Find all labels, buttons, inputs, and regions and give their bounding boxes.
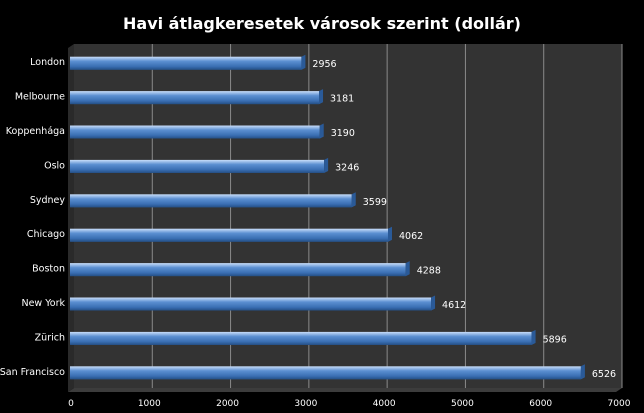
bar	[70, 331, 532, 345]
y-category-label: Melbourne	[15, 92, 65, 103]
x-tick-label: 4000	[373, 399, 396, 409]
y-category-label: New York	[21, 298, 65, 309]
bar	[70, 159, 325, 173]
bar-value-label: 3181	[330, 94, 354, 105]
bar-value-label: 4288	[417, 266, 441, 277]
bar-end-face	[405, 261, 410, 277]
bar-value-label: 4612	[442, 300, 466, 311]
x-tick-label: 1000	[138, 399, 161, 409]
bar	[70, 263, 406, 277]
chart-title: Havi átlagkeresetek városok szerint (dol…	[123, 14, 521, 33]
bar-end-face	[431, 295, 436, 311]
y-category-label: Koppenhága	[6, 126, 65, 137]
bar-end-face	[319, 123, 324, 139]
bar-value-label: 3190	[331, 128, 355, 139]
x-tick-label: 2000	[216, 399, 239, 409]
y-category-label: Oslo	[44, 160, 65, 171]
bar-value-label: 5896	[543, 334, 567, 345]
x-tick-label: 7000	[608, 399, 631, 409]
y-category-label: London	[30, 57, 65, 68]
plot-floor	[68, 388, 622, 392]
bar-end-face	[531, 329, 536, 345]
y-category-label: San Francisco	[0, 367, 65, 378]
bar	[70, 297, 432, 311]
y-category-label: Sydney	[30, 195, 66, 206]
bar-value-label: 3599	[363, 197, 387, 208]
x-tick-label: 3000	[294, 399, 317, 409]
bar-end-face	[319, 89, 324, 105]
bar	[70, 56, 302, 70]
y-category-label: Zürich	[35, 332, 65, 343]
bar-end-face	[387, 226, 392, 242]
bar	[70, 91, 320, 105]
y-category-label: Chicago	[27, 229, 65, 240]
bar	[70, 194, 352, 208]
bar	[70, 366, 581, 380]
y-category-label: Boston	[32, 264, 65, 275]
bar-end-face	[301, 54, 306, 70]
bar-value-label: 3246	[335, 162, 359, 173]
x-tick-label: 6000	[529, 399, 552, 409]
bar-value-label: 2956	[312, 59, 336, 70]
x-tick-label: 0	[68, 399, 74, 409]
bar-value-label: 4062	[399, 231, 423, 242]
x-tick-label: 5000	[451, 399, 474, 409]
bar-end-face	[580, 364, 585, 380]
bar	[70, 125, 320, 139]
bar	[70, 228, 388, 242]
bar-end-face	[324, 157, 329, 173]
bar-end-face	[351, 192, 356, 208]
bar-value-label: 6526	[592, 369, 616, 380]
plot-area: 0 1000 2000 3000 4000 5000 6000 7000 London 2956 M…	[0, 44, 631, 409]
